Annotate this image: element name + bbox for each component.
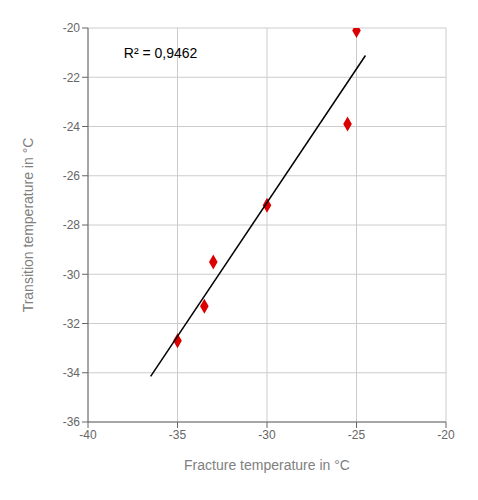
svg-text:Fracture temperature in °C: Fracture temperature in °C [184, 457, 350, 473]
svg-text:-30: -30 [258, 428, 276, 442]
svg-text:-22: -22 [63, 71, 81, 85]
svg-text:-32: -32 [63, 317, 81, 331]
svg-text:-30: -30 [63, 268, 81, 282]
svg-text:-40: -40 [79, 428, 97, 442]
svg-text:-20: -20 [63, 21, 81, 35]
svg-text:-34: -34 [63, 366, 81, 380]
svg-text:-24: -24 [63, 120, 81, 134]
svg-text:Transition temperature in °C: Transition temperature in °C [20, 138, 36, 313]
svg-text:-25: -25 [348, 428, 366, 442]
svg-text:-20: -20 [437, 428, 455, 442]
svg-text:-36: -36 [63, 415, 81, 429]
svg-text:R² = 0,9462: R² = 0,9462 [124, 45, 198, 61]
svg-text:-35: -35 [169, 428, 187, 442]
svg-text:-26: -26 [63, 169, 81, 183]
svg-text:-28: -28 [63, 218, 81, 232]
